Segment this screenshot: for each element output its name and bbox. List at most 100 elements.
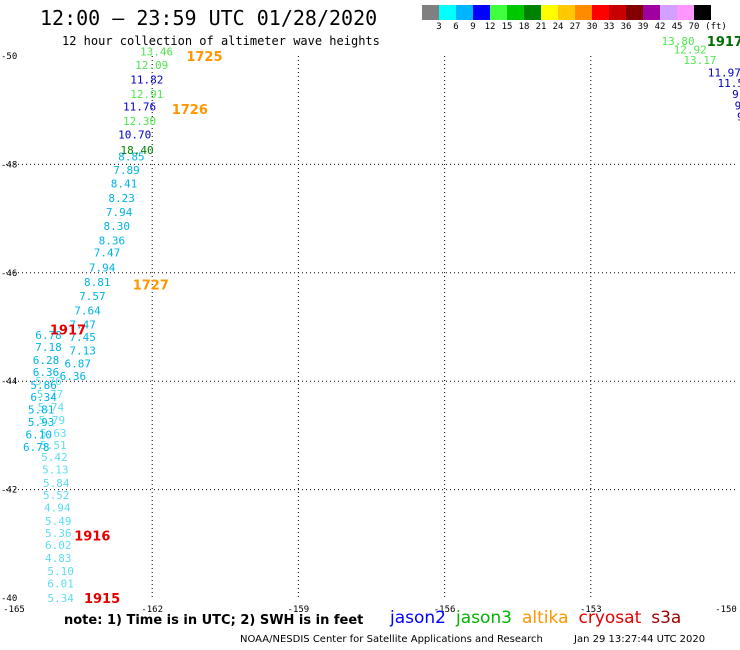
color-swatch — [541, 5, 558, 20]
pass-time-label: 1727 — [133, 279, 169, 294]
color-swatch — [473, 5, 490, 20]
satellite-legend-cryosat: cryosat — [578, 608, 642, 628]
y-tick-label: -50 — [1, 52, 17, 62]
pass-time-label: 1726 — [172, 103, 208, 118]
color-swatch — [524, 5, 541, 20]
wave-height-reading: 6.02 — [45, 539, 71, 552]
pass-time-label: 1917 — [50, 324, 86, 339]
wave-height-reading: 13.80 — [661, 35, 694, 48]
x-tick-label: -156 — [434, 605, 456, 615]
wave-height-reading: 10.70 — [118, 129, 151, 142]
wave-height-reading: 5.81 — [28, 403, 55, 416]
wave-height-reading: 5.52 — [43, 489, 70, 502]
y-tick-label: -46 — [1, 269, 17, 279]
wave-height-reading: 5.36 — [45, 527, 71, 540]
wave-height-reading: 8.41 — [111, 177, 138, 190]
color-scale-swatches — [422, 5, 730, 20]
color-scale-label: 24 — [552, 22, 564, 32]
wave-height-reading: 7.94 — [89, 261, 116, 274]
y-tick-label: -42 — [1, 486, 17, 496]
satellite-legend: jason2 jason3 altika cryosat s3a — [390, 608, 691, 628]
color-swatch — [677, 5, 694, 20]
y-tick-label: -40 — [1, 594, 17, 604]
color-scale-legend: 3 6 9 12 15 18 21 24 27 30 33 36 39 42 45 70 (ft) — [422, 5, 730, 35]
wave-height-reading: 9 — [737, 111, 740, 124]
color-scale-label: 36 — [620, 22, 632, 32]
wave-height-reading: 13.46 — [140, 46, 173, 59]
color-swatch — [643, 5, 660, 20]
wave-height-reading: 6.36 — [33, 366, 60, 379]
wave-height-reading: 11.76 — [123, 100, 156, 113]
color-scale-label: 42 — [654, 22, 666, 32]
color-swatch — [575, 5, 592, 20]
wave-height-reading: 5.86 — [30, 379, 57, 392]
pass-time-label: 1915 — [84, 592, 120, 607]
wave-height-reading: 5.84 — [43, 477, 70, 490]
color-scale-label: 15 — [501, 22, 513, 32]
color-scale-label: 18 — [518, 22, 530, 32]
wave-height-reading: 5.93 — [28, 416, 55, 429]
wave-height-reading: 5.51 — [40, 439, 67, 452]
credit-line: NOAA/NESDIS Center for Satellite Applica… — [240, 634, 733, 645]
color-scale-label: 30 — [586, 22, 598, 32]
x-tick-label: -150 — [715, 605, 737, 615]
wave-height-reading: 6.10 — [25, 428, 51, 441]
map-subtitle: 12 hour collection of altimeter wave hei… — [62, 34, 380, 48]
wave-height-reading: 12.30 — [123, 115, 156, 128]
wave-height-reading: 6.34 — [30, 391, 57, 404]
color-swatch — [626, 5, 643, 20]
wave-height-reading: 6.28 — [33, 354, 60, 367]
wave-height-reading: 6.78 — [23, 441, 50, 454]
wave-height-reading: 8.85 — [118, 150, 145, 163]
color-scale-label: 21 — [535, 22, 547, 32]
y-tick-label: -48 — [1, 160, 17, 170]
color-scale-label: 6 — [453, 22, 459, 32]
wave-height-reading: 12.92 — [674, 43, 707, 56]
wave-height-reading: 7.18 — [35, 341, 62, 354]
wave-height-reading: 9.98 — [732, 88, 740, 101]
color-scale-label: 27 — [569, 22, 581, 32]
color-scale-label: 45 — [671, 22, 683, 32]
wave-height-reading: 6.87 — [64, 357, 91, 370]
wave-height-reading: 7.89 — [113, 164, 140, 177]
wave-height-reading: 6.78 — [35, 329, 62, 342]
y-tick-label: -44 — [1, 377, 17, 387]
color-swatch — [507, 5, 524, 20]
color-swatch — [490, 5, 507, 20]
wave-height-reading: 5.42 — [41, 451, 67, 464]
color-swatch — [592, 5, 609, 20]
satellite-legend-jason3: jason3 — [456, 608, 512, 628]
color-swatch — [694, 5, 711, 20]
color-swatch — [439, 5, 456, 20]
color-scale-unit: (ft) — [705, 22, 727, 32]
x-tick-label: -165 — [3, 605, 25, 615]
color-scale-label: 12 — [484, 22, 496, 32]
satellite-legend-altika: altika — [522, 608, 569, 628]
color-swatch — [422, 5, 439, 20]
wave-height-reading: 5.74 — [38, 401, 65, 414]
color-scale-label: 9 — [470, 22, 476, 32]
wave-height-reading: 6.36 — [60, 370, 87, 383]
wave-height-reading: 5.34 — [47, 592, 74, 605]
wave-height-reading: 5.49 — [45, 515, 71, 528]
wave-height-reading: 6.01 — [47, 577, 74, 590]
satellite-legend-jason2: jason2 — [390, 608, 446, 628]
pass-time-label: 1725 — [186, 50, 222, 65]
x-tick-label: -153 — [580, 605, 602, 615]
color-scale-labels: 3 6 9 12 15 18 21 24 27 30 33 36 39 42 45 70 (ft) — [422, 20, 730, 34]
wave-height-reading: 7.47 — [69, 318, 96, 331]
credit-generated: Jan 29 13:27:44 UTC 2020 — [574, 634, 706, 645]
wave-height-reading: 7.64 — [74, 305, 101, 318]
wave-height-reading: 7.94 — [106, 206, 133, 219]
satellite-legend-s3a: s3a — [651, 608, 682, 628]
wave-height-reading: 8.36 — [99, 234, 126, 247]
wave-height-reading: 8.81 — [84, 276, 111, 289]
wave-height-reading: 4.94 — [44, 501, 71, 514]
wave-height-reading: 5.79 — [39, 414, 66, 427]
x-tick-label: -162 — [141, 605, 163, 615]
wave-height-reading: 4.83 — [45, 552, 71, 565]
color-scale-label: 70 — [688, 22, 700, 32]
wave-height-reading: 12.09 — [135, 59, 168, 72]
wave-height-reading: 11.97 — [708, 66, 740, 79]
color-scale-label: 33 — [603, 22, 615, 32]
